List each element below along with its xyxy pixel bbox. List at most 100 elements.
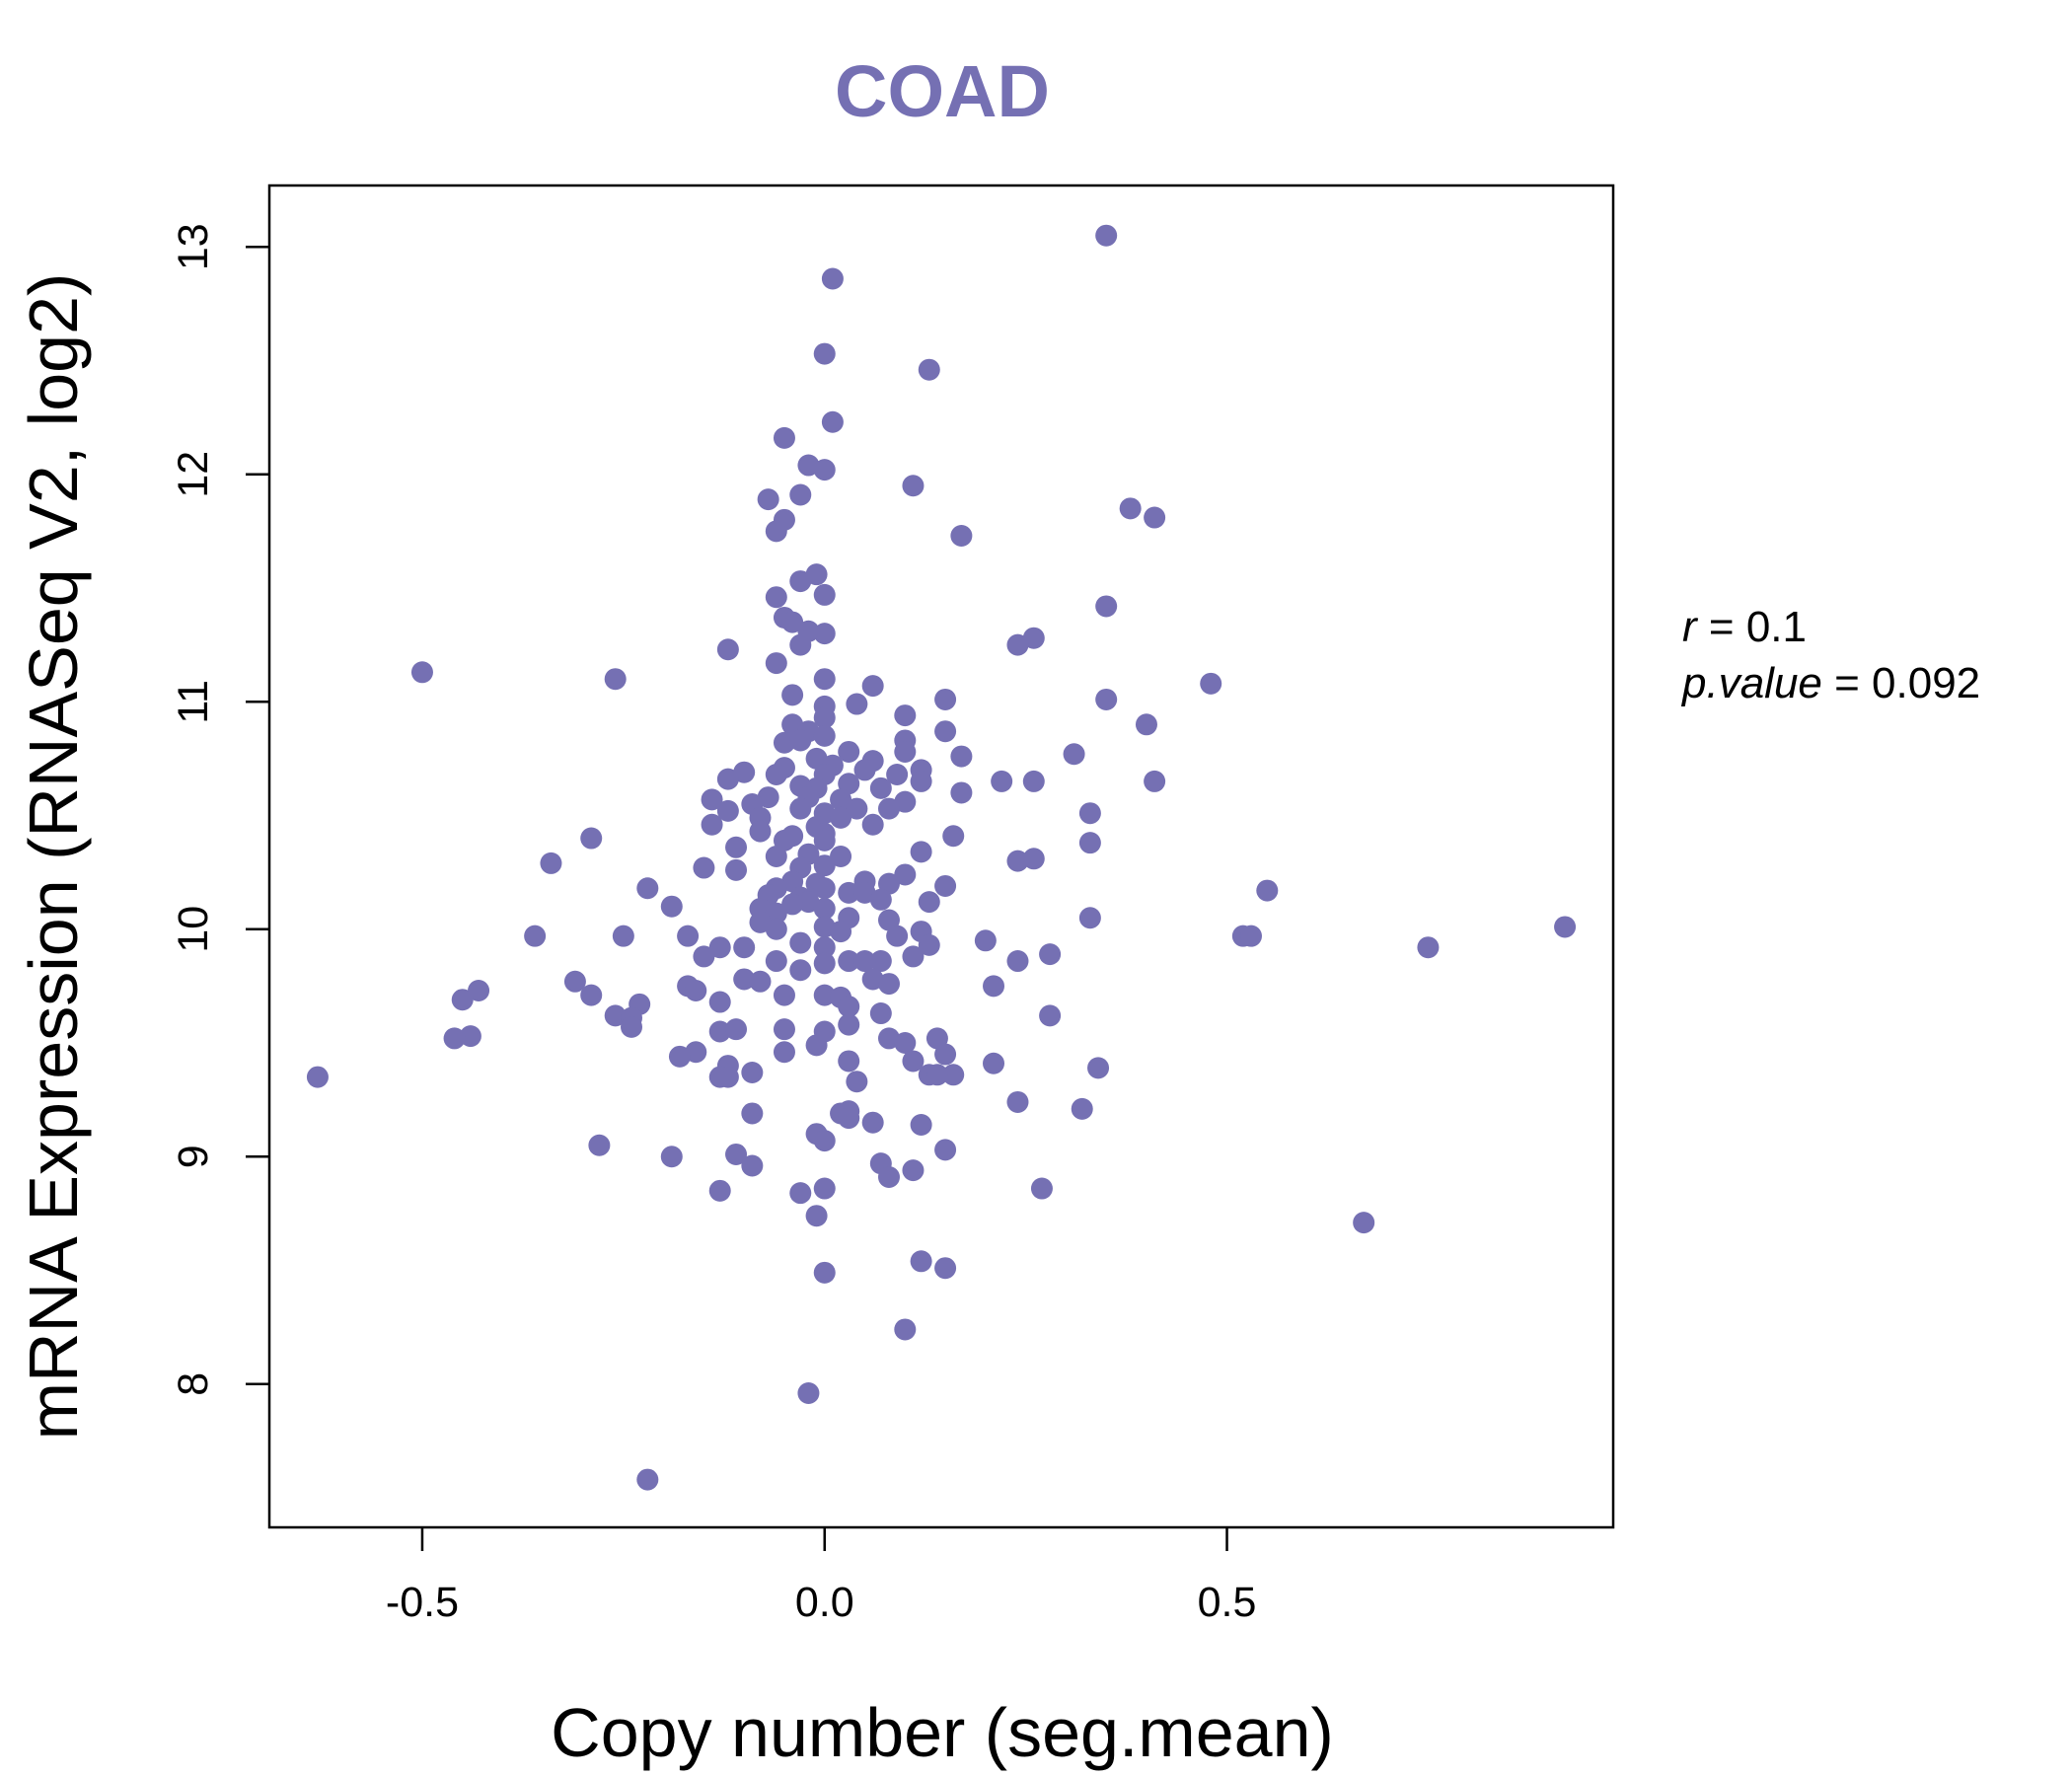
data-point <box>741 1102 764 1125</box>
data-point <box>604 668 627 691</box>
data-point <box>894 704 917 727</box>
data-point <box>789 931 812 954</box>
data-point <box>805 1205 828 1227</box>
data-point <box>942 825 965 848</box>
x-axis: -0.5 0.0 0.5 <box>386 1527 1257 1626</box>
data-point <box>1063 743 1085 766</box>
data-point <box>685 980 707 1001</box>
data-point <box>757 488 779 511</box>
data-point <box>580 827 603 850</box>
data-point <box>902 1050 925 1073</box>
x-tick-label: 0.5 <box>1198 1579 1257 1626</box>
data-point <box>813 1261 836 1284</box>
data-point <box>660 895 683 918</box>
correlation-stat: r = 0.1 <box>1682 603 1807 651</box>
data-point <box>789 959 812 982</box>
data-point <box>813 936 836 959</box>
data-point <box>677 925 700 947</box>
data-point <box>869 1002 892 1025</box>
data-point <box>693 945 715 968</box>
data-point <box>1239 925 1262 947</box>
data-point <box>1006 633 1029 656</box>
data-point <box>813 984 836 1006</box>
data-point <box>894 1032 917 1055</box>
data-point <box>1030 1177 1053 1200</box>
data-point <box>612 925 634 947</box>
data-point <box>773 731 795 754</box>
data-point <box>934 1043 957 1066</box>
data-point <box>877 973 900 996</box>
data-point <box>838 996 860 1018</box>
data-point <box>765 902 787 925</box>
plot-frame <box>267 184 1615 1529</box>
p-value-stat: p.value = 0.092 <box>1680 659 1980 707</box>
data-point <box>877 1166 900 1189</box>
data-point <box>773 1018 795 1041</box>
data-point <box>765 918 787 940</box>
data-point <box>580 984 603 1006</box>
y-tick-label: 10 <box>170 906 217 953</box>
x-tick-label: -0.5 <box>386 1579 459 1626</box>
y-tick-label: 8 <box>170 1372 217 1396</box>
data-point <box>660 1146 683 1168</box>
data-point <box>813 668 836 691</box>
y-axis: 8 9 10 11 12 13 <box>170 223 269 1396</box>
data-point <box>934 1139 957 1161</box>
data-point <box>861 1111 884 1134</box>
data-point <box>410 661 433 684</box>
data-point <box>821 267 844 290</box>
data-point <box>1095 688 1118 710</box>
data-point <box>765 950 787 973</box>
data-point <box>910 770 932 792</box>
data-point <box>773 984 795 1006</box>
data-point <box>813 1177 836 1200</box>
data-point <box>846 797 868 820</box>
data-point <box>1078 832 1101 854</box>
data-point <box>813 1130 836 1152</box>
data-point <box>918 891 940 914</box>
data-point <box>983 1052 1005 1074</box>
data-point <box>838 1107 860 1130</box>
data-point <box>1095 224 1118 247</box>
data-point <box>749 820 772 843</box>
data-point <box>789 570 812 593</box>
data-point <box>902 945 925 968</box>
data-point <box>708 1020 731 1043</box>
data-point <box>886 764 909 786</box>
data-point <box>805 1034 828 1057</box>
data-point <box>950 524 973 547</box>
data-point <box>468 980 490 1001</box>
data-point <box>749 970 772 993</box>
data-point <box>950 745 973 768</box>
data-point <box>830 846 852 867</box>
data-point <box>1200 672 1222 695</box>
data-point <box>1022 848 1045 870</box>
data-point <box>813 877 836 900</box>
data-point <box>693 856 715 879</box>
data-point <box>789 483 812 506</box>
data-point <box>1144 770 1166 792</box>
data-point <box>934 720 957 743</box>
data-point <box>918 933 940 956</box>
data-point <box>934 1257 957 1280</box>
y-axis-label: mRNA Expression (RNASeq V2, log2) <box>15 273 92 1441</box>
data-point <box>789 797 812 820</box>
r-symbol: r <box>1682 603 1699 651</box>
data-point <box>813 623 836 645</box>
data-point <box>1087 1057 1110 1079</box>
data-point <box>765 520 787 543</box>
data-point <box>773 426 795 449</box>
data-point <box>846 693 868 715</box>
data-point <box>861 813 884 836</box>
data-point <box>563 970 586 993</box>
data-point <box>588 1134 611 1156</box>
data-point <box>869 888 892 911</box>
data-point <box>708 936 731 959</box>
data-point <box>1071 1097 1093 1120</box>
data-point <box>1078 907 1101 929</box>
data-point <box>894 863 917 886</box>
data-point <box>789 729 812 752</box>
data-point <box>621 1015 643 1038</box>
data-point <box>725 858 748 881</box>
